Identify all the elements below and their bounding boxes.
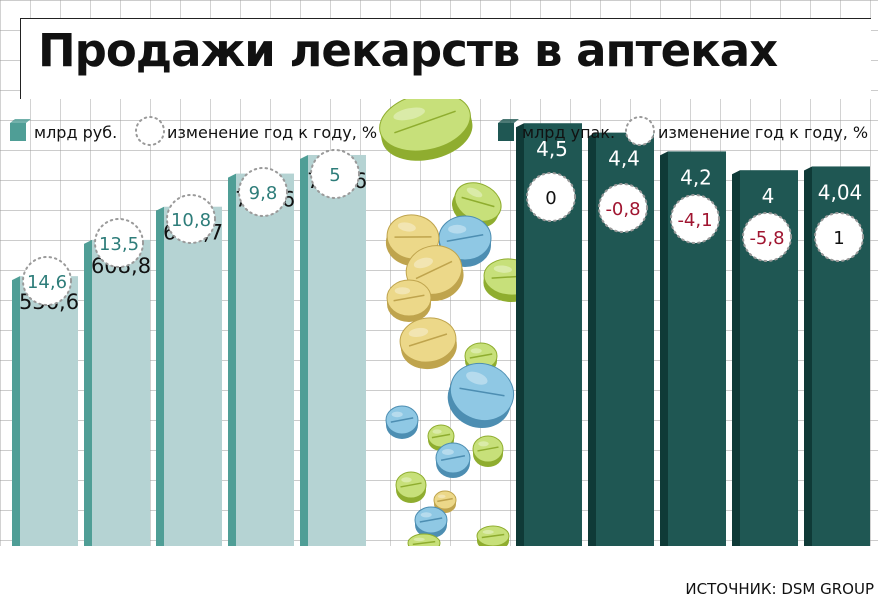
bar-side — [588, 132, 596, 547]
pill-icon — [395, 471, 427, 503]
bar-value-label: 4,2 — [680, 165, 712, 189]
pill-icon — [435, 442, 471, 478]
pill-icon — [447, 363, 515, 429]
bar-side — [732, 170, 740, 547]
bar-side — [12, 276, 20, 546]
bar — [308, 154, 366, 547]
yoy-change-label: -0,8 — [605, 199, 640, 220]
yoy-change-circle — [94, 218, 144, 268]
bar-side — [84, 239, 92, 546]
chart-title: Продажи лекарств в аптеках — [38, 24, 778, 77]
pill-icon — [472, 435, 504, 467]
yoy-change-circle — [238, 167, 288, 217]
yoy-change-label: 0 — [545, 188, 556, 209]
bar-side — [660, 151, 668, 547]
bar — [92, 239, 150, 546]
yoy-change-circle — [22, 256, 72, 306]
yoy-change-circle — [310, 149, 360, 199]
yoy-change-label: -4,1 — [677, 210, 712, 231]
yoy-change-label: -5,8 — [749, 228, 784, 249]
yoy-change-circle — [166, 194, 216, 244]
yoy-change-circle — [526, 172, 576, 222]
legend-swatch — [10, 123, 26, 141]
legend-change-label: изменение год к году, % — [658, 123, 868, 142]
pill-icon — [385, 405, 419, 439]
pill-icon — [414, 506, 448, 538]
yoy-change-label: 13,5 — [99, 234, 139, 255]
left-chart: 536,614,62012608,813,52013674,710,820147… — [12, 149, 367, 574]
yoy-change-circle — [742, 212, 792, 262]
bar-side — [228, 173, 236, 547]
yoy-change-circle — [598, 183, 648, 233]
legend-swatch — [498, 123, 514, 141]
legend-value-label: млрд руб. — [34, 123, 117, 142]
legend-change-label: изменение год к году, % — [167, 123, 377, 142]
title-panel — [20, 18, 871, 99]
legend-change-circle — [135, 116, 165, 146]
yoy-change-circle — [814, 212, 864, 262]
yoy-change-label: 9,8 — [249, 183, 278, 204]
yoy-change-circle — [670, 194, 720, 244]
source-label: ИСТОЧНИК: DSM GROUP — [685, 580, 874, 598]
bar — [20, 276, 78, 546]
yoy-change-label: 14,6 — [27, 272, 67, 293]
yoy-change-label: 1 — [833, 228, 844, 249]
right-chart: 4,5020124,4-0,820134,2-4,120144-5,820154… — [516, 123, 870, 574]
yoy-change-label: 10,8 — [171, 210, 211, 231]
bar-value-label: 4,5 — [536, 137, 568, 161]
bar-side — [156, 206, 164, 546]
bar-value-label: 4 — [762, 184, 775, 208]
pills-illustration — [379, 92, 537, 598]
legend-change-circle — [625, 116, 655, 146]
bar — [164, 206, 222, 546]
pill-icon — [433, 490, 457, 513]
bar-side — [516, 123, 524, 547]
bar — [236, 173, 294, 547]
bar-side — [804, 166, 812, 546]
pill-icon — [386, 279, 432, 322]
legend-value-label: млрд упак. — [522, 123, 615, 142]
floor-band — [0, 546, 891, 613]
pill-icon — [399, 317, 457, 370]
yoy-change-label: 5 — [329, 165, 340, 186]
bar-value-label: 4,04 — [818, 180, 863, 204]
bar-side — [300, 154, 308, 547]
bar-value-label: 4,4 — [608, 147, 640, 171]
